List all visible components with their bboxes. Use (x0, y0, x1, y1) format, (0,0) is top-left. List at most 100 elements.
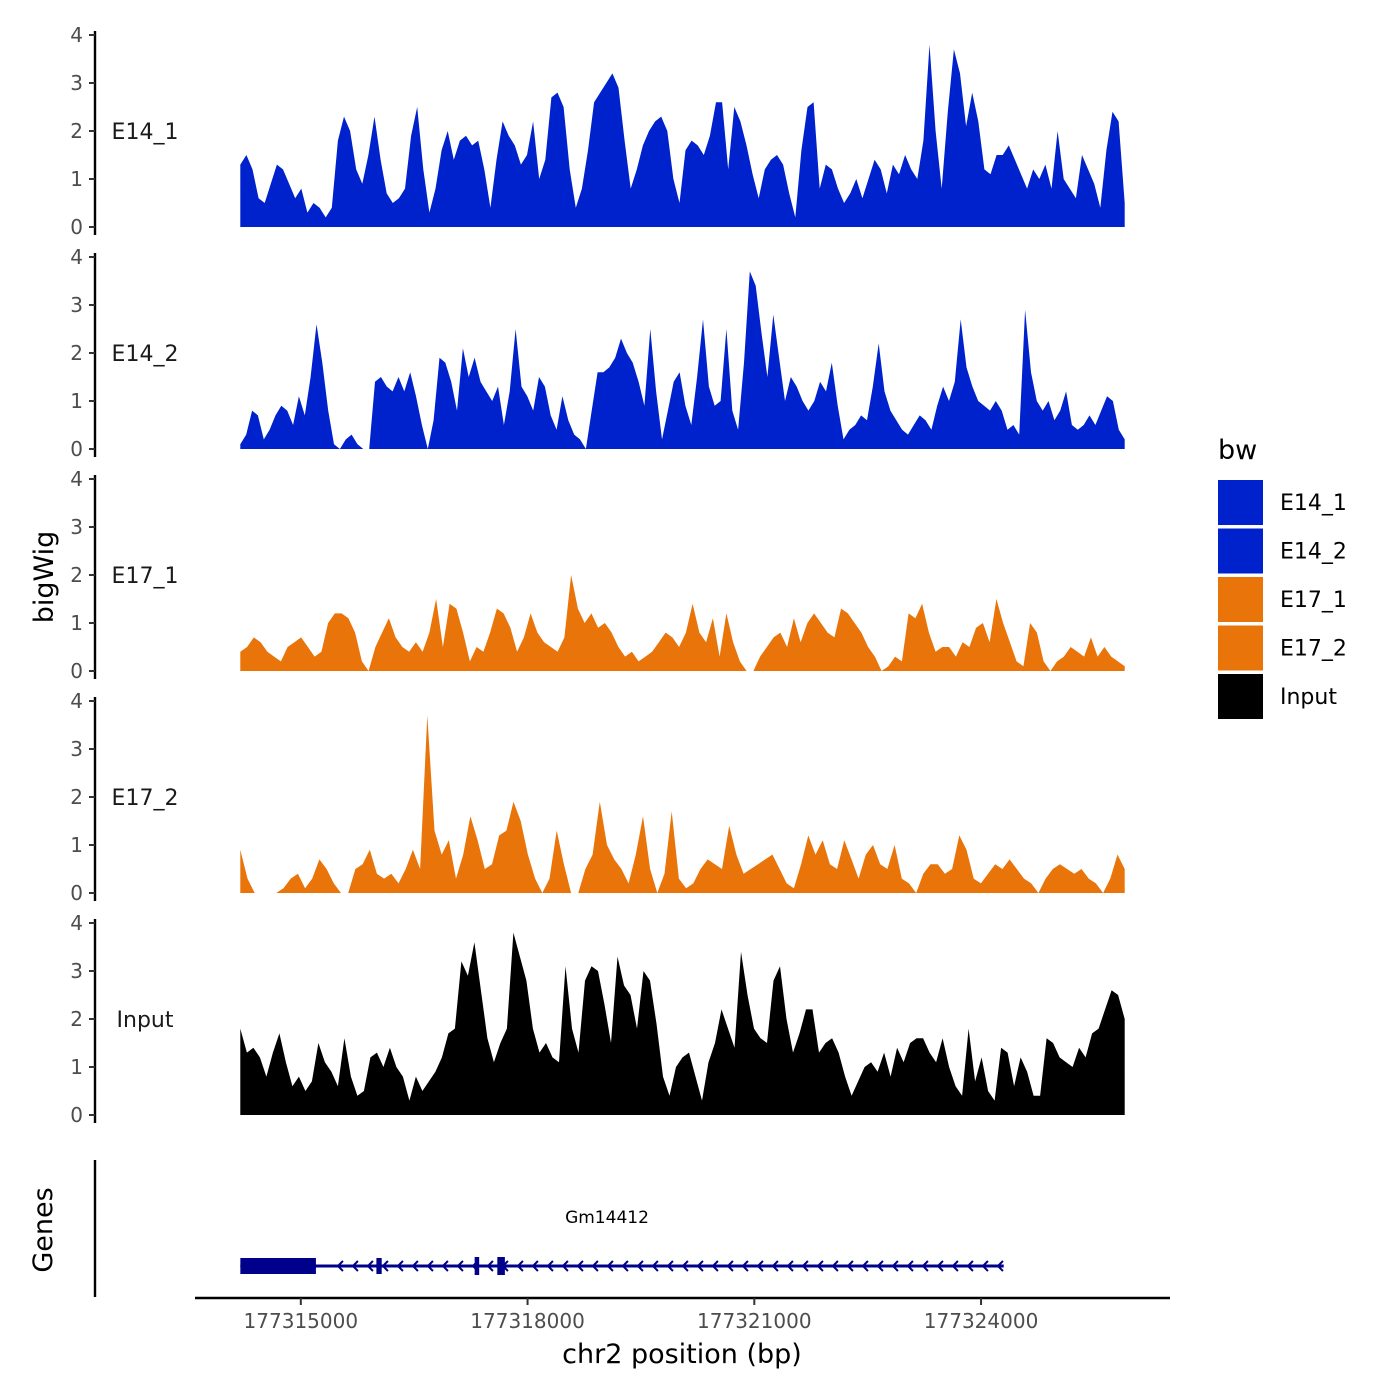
legend-key-E17_1 (1218, 577, 1263, 622)
strand-arrow (426, 1260, 434, 1272)
strand-arrow (456, 1260, 464, 1272)
track-label: E17_1 (112, 564, 179, 589)
x-tick-label: 177318000 (470, 1309, 585, 1333)
y-tick-label: 2 (70, 563, 83, 587)
strand-arrow (486, 1260, 494, 1272)
strand-arrow (711, 1260, 719, 1272)
track-label: Input (117, 1008, 174, 1033)
legend-label-E14_1: E14_1 (1280, 491, 1347, 516)
y-tick-label: 2 (70, 1007, 83, 1031)
strand-arrow (786, 1260, 794, 1272)
y-tick-label: 2 (70, 785, 83, 809)
y-tick-label: 0 (70, 881, 83, 905)
gene-layer: Gm14412 (240, 1208, 1004, 1275)
y-tick-label: 1 (70, 611, 83, 635)
y-tick-label: 2 (70, 341, 83, 365)
strand-arrow (666, 1260, 674, 1272)
signal-area (240, 715, 1125, 893)
strand-arrow (561, 1260, 569, 1272)
strand-arrow (696, 1260, 704, 1272)
track-Input: 0 1 2 3 4 Input (70, 911, 1125, 1127)
x-tick-label: 177321000 (697, 1309, 812, 1333)
x-tick-label: 177315000 (244, 1309, 359, 1333)
tracks-layer: 0 1 2 3 4 E14_1 0 1 2 3 4 E14_2 0 1 2 3 4 E17_1 0 1 2 3 4 E17_2… (70, 23, 1125, 1127)
gene-name-label: Gm14412 (565, 1208, 649, 1228)
x-tick-label: 177324000 (924, 1309, 1039, 1333)
genes-axis-title: Genes (28, 1187, 59, 1272)
strand-arrow (936, 1260, 944, 1272)
strand-arrow (531, 1260, 539, 1272)
track-E14_1: 0 1 2 3 4 E14_1 (70, 23, 1125, 239)
strand-arrow (816, 1260, 824, 1272)
strand-arrow (906, 1260, 914, 1272)
strand-arrow (861, 1260, 869, 1272)
y-tick-label: 1 (70, 1055, 83, 1079)
strand-arrow (846, 1260, 854, 1272)
y-tick-label: 4 (70, 467, 83, 491)
legend: bw E14_1 E14_2 E17_1 E17_2 Input (1218, 435, 1347, 719)
strand-arrow (396, 1260, 404, 1272)
track-label: E14_2 (112, 342, 179, 367)
y-tick-label: 3 (70, 293, 83, 317)
strand-arrow (636, 1260, 644, 1272)
y-tick-label: 3 (70, 737, 83, 761)
strand-arrow (621, 1260, 629, 1272)
strand-arrow (351, 1260, 359, 1272)
y-tick-label: 1 (70, 389, 83, 413)
track-E14_2: 0 1 2 3 4 E14_2 (70, 245, 1125, 461)
strand-arrow (336, 1260, 344, 1272)
y-tick-label: 4 (70, 23, 83, 47)
signal-area (240, 44, 1125, 227)
gene-exon (497, 1257, 505, 1275)
strand-arrow (741, 1260, 749, 1272)
track-E17_2: 0 1 2 3 4 E17_2 (70, 689, 1125, 905)
legend-key-E14_2 (1218, 528, 1263, 574)
strand-arrow (366, 1260, 374, 1272)
y-tick-label: 0 (70, 437, 83, 461)
y-tick-label: 0 (70, 215, 83, 239)
strand-arrow (606, 1260, 614, 1272)
strand-arrow (891, 1260, 899, 1272)
signal-area (240, 271, 1125, 449)
strand-arrow (441, 1260, 449, 1272)
strand-arrow (771, 1260, 779, 1272)
signal-area (240, 575, 1125, 671)
strand-arrow (831, 1260, 839, 1272)
strand-arrow (996, 1260, 1004, 1272)
legend-label-E17_1: E17_1 (1280, 588, 1347, 613)
gene-exon (240, 1258, 316, 1274)
y-tick-label: 4 (70, 911, 83, 935)
genes-panel: Genes Gm14412 (28, 1160, 1004, 1297)
x-axis: 177315000 177318000 177321000 177324000 chr… (195, 1296, 1170, 1370)
track-E17_1: 0 1 2 3 4 E17_1 (70, 467, 1125, 683)
strand-arrow (876, 1260, 884, 1272)
strand-arrow (801, 1260, 809, 1272)
strand-arrow (516, 1260, 524, 1272)
y-tick-label: 2 (70, 119, 83, 143)
strand-arrow (381, 1260, 389, 1272)
y-tick-label: 0 (70, 659, 83, 683)
track-label: E17_2 (112, 786, 179, 811)
y-tick-label: 0 (70, 1103, 83, 1127)
strand-arrow (546, 1260, 554, 1272)
legend-label-E14_2: E14_2 (1280, 540, 1347, 565)
strand-arrow (951, 1260, 959, 1272)
gene-exon (474, 1257, 480, 1275)
y-tick-label: 3 (70, 515, 83, 539)
strand-arrow (681, 1260, 689, 1272)
y-tick-label: 3 (70, 959, 83, 983)
signal-area (240, 932, 1125, 1115)
strand-arrow (966, 1260, 974, 1272)
strand-arrow (591, 1260, 599, 1272)
y-tick-label: 1 (70, 167, 83, 191)
strand-arrow (921, 1260, 929, 1272)
y-tick-label: 4 (70, 245, 83, 269)
legend-key-E17_2 (1218, 625, 1263, 671)
y-axis-title: bigWig (29, 531, 60, 624)
y-tick-label: 3 (70, 71, 83, 95)
legend-key-E14_1 (1218, 480, 1263, 525)
y-tick-label: 4 (70, 689, 83, 713)
legend-key-Input (1218, 674, 1263, 719)
strand-arrow (576, 1260, 584, 1272)
